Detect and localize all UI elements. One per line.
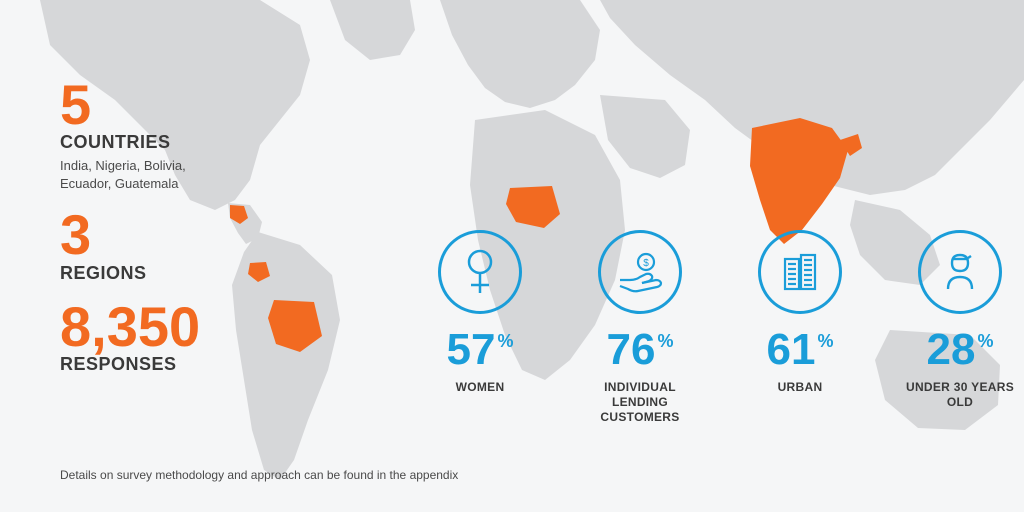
female-icon (438, 230, 522, 314)
stat-responses: 8,350 RESPONSES (60, 302, 220, 375)
card-urban-label: URBAN (778, 380, 823, 395)
percent-sign: % (657, 332, 673, 350)
stat-countries-sub: India, Nigeria, Bolivia, Ecuador, Guatem… (60, 157, 220, 192)
stat-regions: 3 REGIONS (60, 210, 220, 283)
footnote: Details on survey methodology and approa… (60, 468, 458, 482)
card-lending-number: 76 (607, 328, 656, 372)
card-women-label: WOMEN (456, 380, 505, 395)
percent-cards-row: 57% WOMEN $ 76% INDIVIDUAL LENDING CUSTO… (420, 230, 1020, 425)
percent-sign: % (817, 332, 833, 350)
percent-sign: % (977, 332, 993, 350)
stat-countries: 5 COUNTRIES India, Nigeria, Bolivia, Ecu… (60, 80, 220, 192)
person-icon (918, 230, 1002, 314)
stat-countries-label: COUNTRIES (60, 132, 220, 153)
svg-text:$: $ (643, 258, 649, 269)
card-lending: $ 76% INDIVIDUAL LENDING CUSTOMERS (580, 230, 700, 425)
card-under30-value: 28% (927, 328, 994, 372)
card-lending-value: 76% (607, 328, 674, 372)
money-hand-icon: $ (598, 230, 682, 314)
card-urban-value: 61% (767, 328, 834, 372)
card-women-number: 57 (447, 328, 496, 372)
stat-countries-number: 5 (60, 80, 220, 130)
card-women: 57% WOMEN (420, 230, 540, 425)
percent-sign: % (497, 332, 513, 350)
left-stats-panel: 5 COUNTRIES India, Nigeria, Bolivia, Ecu… (60, 80, 220, 393)
card-under30-label: UNDER 30 YEARS OLD (900, 380, 1020, 410)
card-lending-label: INDIVIDUAL LENDING CUSTOMERS (580, 380, 700, 425)
card-under30-number: 28 (927, 328, 976, 372)
card-women-value: 57% (447, 328, 514, 372)
stat-regions-label: REGIONS (60, 263, 220, 284)
card-urban-number: 61 (767, 328, 816, 372)
stat-responses-number: 8,350 (60, 302, 220, 352)
buildings-icon (758, 230, 842, 314)
card-under30: 28% UNDER 30 YEARS OLD (900, 230, 1020, 425)
stat-regions-number: 3 (60, 210, 220, 260)
card-urban: 61% URBAN (740, 230, 860, 425)
